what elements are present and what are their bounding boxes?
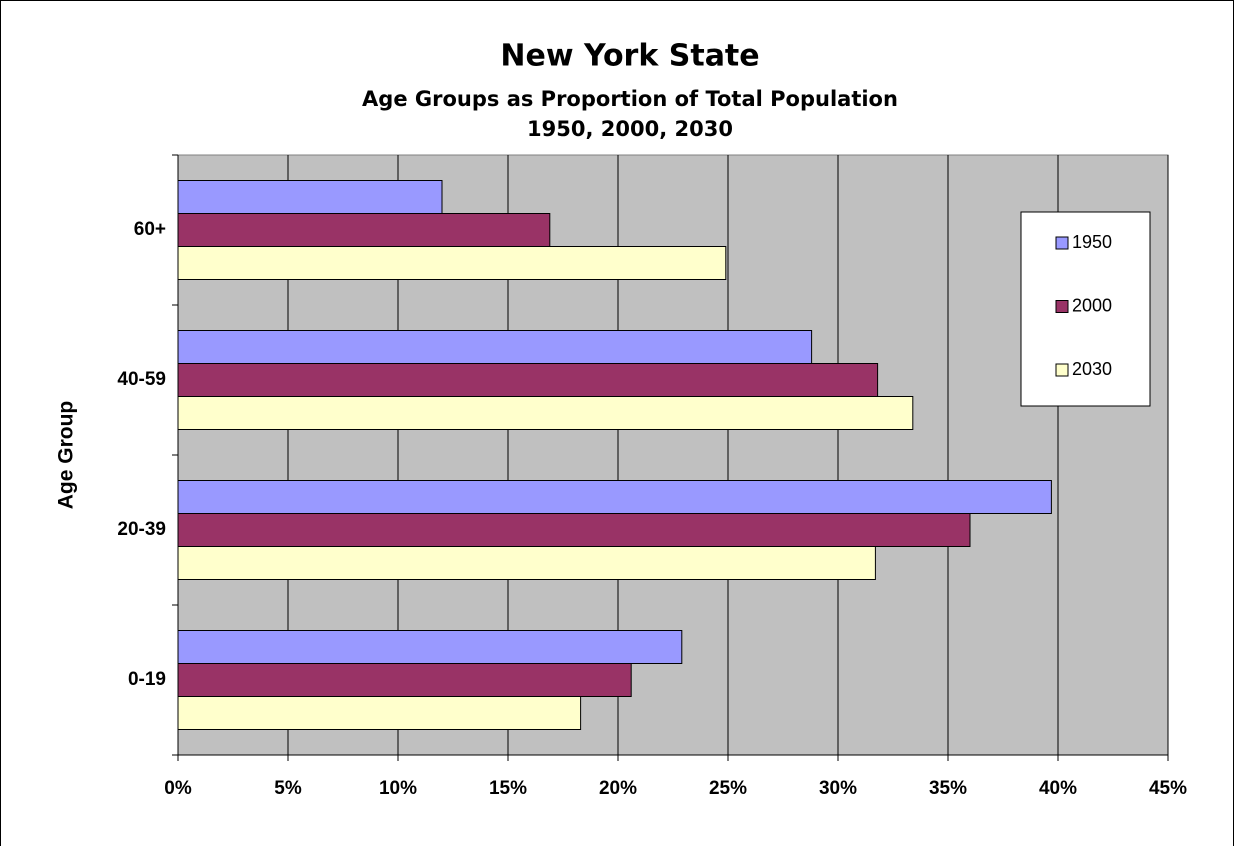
x-tick-label: 30% (819, 778, 857, 799)
bar (177, 330, 813, 364)
legend-label: 2000 (1072, 295, 1112, 315)
bar (177, 246, 727, 280)
y-axis-label: Age Group (55, 401, 78, 510)
bar (177, 480, 1052, 514)
x-tick-label: 5% (274, 778, 302, 799)
bar (177, 663, 632, 697)
x-tick-label: 45% (1149, 778, 1187, 799)
bar (177, 180, 443, 214)
bar (177, 513, 971, 547)
x-tick-label: 15% (489, 778, 527, 799)
chart-title: New York State (500, 39, 759, 74)
legend-swatch (1055, 300, 1069, 313)
legend-swatch (1055, 363, 1069, 377)
x-tick-label: 35% (929, 778, 967, 799)
legend-label: 2030 (1072, 359, 1112, 379)
chart-subtitle: Age Groups as Proportion of Total Popula… (362, 87, 898, 111)
x-tick-label: 20% (599, 778, 637, 799)
bar (177, 630, 683, 664)
legend-label: 1950 (1072, 232, 1112, 252)
bar (177, 213, 551, 247)
x-tick-label: 0% (164, 778, 192, 799)
bar (177, 396, 914, 430)
x-tick-label: 40% (1039, 778, 1077, 799)
bar (177, 696, 582, 730)
y-tick-label: 20-39 (117, 519, 166, 540)
legend-swatch (1055, 236, 1069, 250)
y-tick-label: 0-19 (128, 669, 166, 690)
legend-box (1020, 211, 1151, 407)
x-tick-label: 25% (709, 778, 747, 799)
x-tick-label: 10% (379, 778, 417, 799)
y-tick-label: 60+ (134, 219, 166, 240)
bar (177, 363, 879, 397)
bar (177, 546, 876, 580)
y-tick-label: 40-59 (117, 369, 166, 390)
chart-subtitle: 1950, 2000, 2030 (527, 117, 733, 141)
